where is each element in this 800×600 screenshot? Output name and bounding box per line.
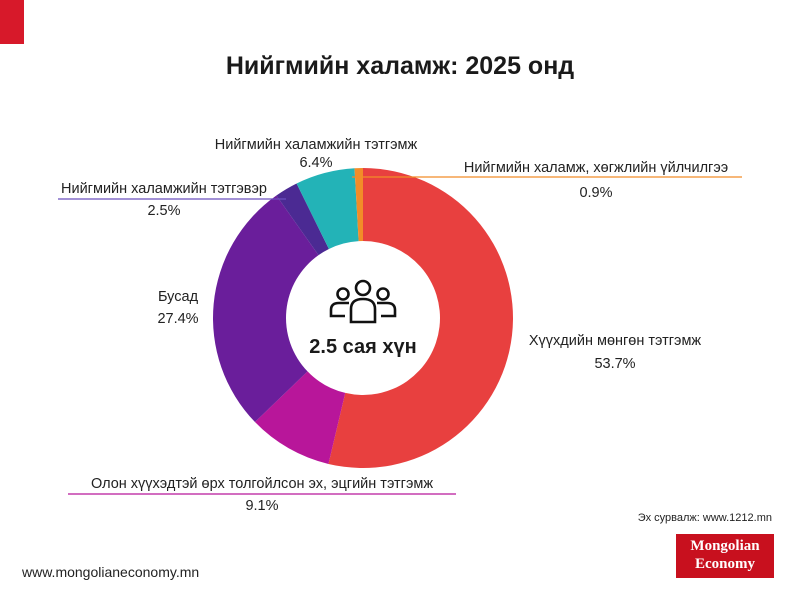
website-link[interactable]: www.mongolianeconomy.mn bbox=[22, 564, 200, 580]
category-label-3: Бусад bbox=[158, 289, 199, 305]
center-total-label: 2.5 сая хүн bbox=[309, 336, 416, 358]
value-label-2: 9.1% bbox=[245, 498, 278, 514]
corner-accent bbox=[0, 0, 24, 44]
chart-title: Нийгмийн халамж: 2025 онд bbox=[225, 52, 575, 80]
donut-slice-5 bbox=[296, 168, 359, 249]
category-label-6: Нийгмийн халамж, хөгжлийн үйлчилгээ bbox=[464, 160, 728, 176]
logo-line-2: Economy bbox=[695, 556, 755, 572]
donut-slice-2 bbox=[254, 371, 346, 464]
category-label-5: Нийгмийн халамжийн тэтгэмж bbox=[215, 137, 418, 153]
category-label-2: Олон хүүхэдтэй өрх толгойлсон эх, эцгийн… bbox=[91, 476, 433, 492]
logo-line-1: Mongolian bbox=[690, 538, 760, 554]
value-label-1: 53.7% bbox=[594, 356, 635, 372]
donut-slice-3 bbox=[212, 195, 319, 423]
value-label-4: 2.5% bbox=[147, 203, 180, 219]
donut-slice-6 bbox=[354, 168, 363, 242]
category-label-4: Нийгмийн халамжийн тэтгэвэр bbox=[61, 181, 267, 197]
value-label-6: 0.9% bbox=[579, 185, 612, 201]
value-label-3: 27.4% bbox=[157, 311, 198, 327]
value-label-5: 6.4% bbox=[299, 155, 332, 171]
donut-slice-1 bbox=[328, 168, 513, 468]
donut-slice-4 bbox=[276, 183, 329, 256]
brand-logo: Mongolian Economy bbox=[676, 534, 774, 578]
people-group-icon bbox=[329, 279, 397, 324]
source-note: Эх сурвалж: www.1212.mn bbox=[637, 512, 772, 524]
category-label-1: Хүүхдийн мөнгөн тэтгэмж bbox=[529, 333, 702, 349]
